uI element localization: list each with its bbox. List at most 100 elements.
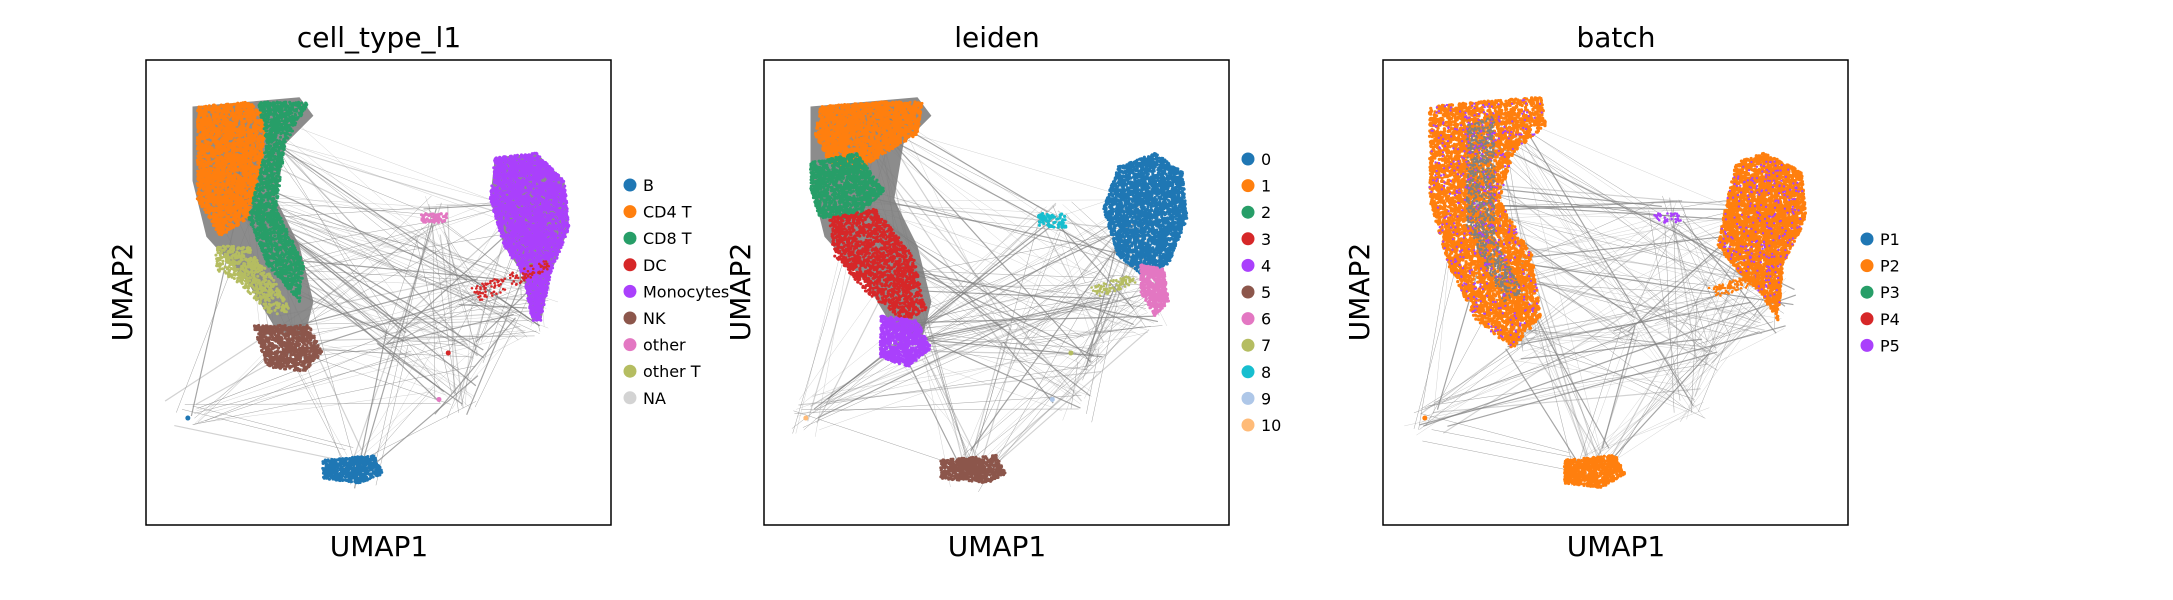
legend-marker	[1241, 205, 1255, 219]
cluster-points	[1428, 98, 1543, 346]
legend-item: P5	[1860, 336, 1900, 355]
legend-label: NK	[643, 309, 666, 328]
scatter-area	[791, 97, 1189, 493]
legend-marker	[623, 284, 637, 298]
legend-item: CD8 T	[623, 229, 692, 248]
legend-label: 6	[1261, 310, 1271, 329]
legend-item: CD4 T	[623, 203, 692, 222]
legend-marker	[1860, 285, 1874, 299]
legend: B CD4 T CD8 T DC Monocytes NK other other T NA	[623, 176, 729, 408]
cluster-points	[1719, 160, 1804, 304]
panel-title: leiden	[954, 21, 1040, 54]
cluster-points	[488, 151, 571, 322]
panel-title: batch	[1576, 21, 1655, 54]
cluster-points	[419, 212, 449, 224]
legend-label: other T	[643, 362, 701, 381]
panel-title: cell_type_l1	[297, 21, 461, 54]
x-axis-label: UMAP1	[330, 530, 429, 563]
legend-marker	[1241, 152, 1255, 166]
legend-label: 1	[1261, 177, 1271, 196]
legend-label: 5	[1261, 283, 1271, 302]
panel-batch: batch UMAP1 UMAP2 P1 P2 P3 P4 P5	[1343, 21, 1900, 563]
legend-item: other	[623, 336, 686, 355]
legend-marker	[1241, 312, 1255, 326]
legend-item: 1	[1241, 177, 1271, 196]
legend-label: P2	[1880, 257, 1900, 276]
cluster-points	[247, 100, 309, 303]
legend-item: P4	[1860, 310, 1900, 329]
panel-cell-type: cell_type_l1 UMAP1 UMAP2 B CD4 T CD8 T DC Mo…	[106, 21, 729, 563]
legend-item: other T	[623, 362, 701, 381]
y-axis-label: UMAP2	[106, 243, 139, 342]
y-axis-label: UMAP2	[724, 243, 757, 342]
cluster-points	[809, 152, 885, 220]
plot-frame	[145, 59, 612, 526]
legend-label: Monocytes	[643, 282, 729, 301]
cluster-points	[1139, 263, 1170, 317]
legend-marker	[1860, 338, 1874, 352]
legend-marker	[623, 205, 637, 219]
legend-item: NK	[623, 309, 666, 328]
cluster-points	[1102, 152, 1189, 275]
cluster-points	[814, 100, 924, 173]
legend-item: 10	[1241, 416, 1281, 435]
legend-label: DC	[643, 256, 667, 275]
legend-label: CD4 T	[643, 203, 692, 222]
cluster-points	[939, 453, 1007, 484]
legend-label: 7	[1261, 336, 1271, 355]
legend-marker	[1241, 258, 1255, 272]
legend-item: 7	[1241, 336, 1271, 355]
plot-frame	[763, 59, 1230, 526]
legend: 0 1 2 3 4 5 6 7 8 9 10	[1241, 150, 1281, 435]
legend-item: 0	[1241, 150, 1271, 169]
legend-item: 4	[1241, 256, 1271, 275]
cluster-points	[828, 207, 928, 321]
legend-item: 9	[1241, 389, 1271, 408]
cluster-points	[1707, 274, 1760, 297]
legend-marker	[1241, 418, 1255, 432]
cluster-points	[252, 323, 324, 373]
legend-marker	[623, 311, 637, 325]
legend-label: P4	[1880, 310, 1900, 329]
legend-item: Monocytes	[623, 282, 729, 301]
legend-label: 3	[1261, 230, 1271, 249]
legend-label: 4	[1261, 256, 1271, 275]
legend-label: NA	[643, 389, 666, 408]
legend-label: CD8 T	[643, 229, 692, 248]
legend-item: P3	[1860, 283, 1900, 302]
legend-label: P5	[1880, 336, 1900, 355]
cluster-points	[878, 314, 932, 368]
legend-item: B	[623, 176, 654, 195]
legend-label: 0	[1261, 150, 1271, 169]
y-axis-label: UMAP2	[1343, 243, 1376, 342]
legend-marker	[623, 178, 637, 192]
legend-item: 3	[1241, 230, 1271, 249]
panel-leiden: leiden UMAP1 UMAP2 0 1 2 3 4 5 6 7 8 9 10	[724, 21, 1281, 563]
legend-item: NA	[623, 389, 666, 408]
cluster-points	[1716, 151, 1807, 322]
legend: P1 P2 P3 P4 P5	[1860, 230, 1900, 355]
legend-marker	[1860, 232, 1874, 246]
cluster-points	[1090, 275, 1137, 297]
legend-item: DC	[623, 256, 667, 275]
legend-item: P1	[1860, 230, 1900, 249]
legend-marker	[1241, 391, 1255, 405]
x-axis-label: UMAP1	[1567, 530, 1666, 563]
legend-marker	[1241, 179, 1255, 193]
x-axis-label: UMAP1	[948, 530, 1047, 563]
legend-marker	[623, 258, 637, 272]
legend-label: other	[643, 336, 686, 355]
plot-frame	[1382, 59, 1849, 526]
cluster-points	[214, 244, 290, 316]
legend-label: P3	[1880, 283, 1900, 302]
legend-item: 5	[1241, 283, 1271, 302]
cluster-points	[321, 454, 384, 485]
legend-marker	[1241, 232, 1255, 246]
legend-marker	[1241, 285, 1255, 299]
legend-marker	[623, 231, 637, 245]
legend-marker	[1241, 365, 1255, 379]
legend-item: P2	[1860, 257, 1900, 276]
scatter-area	[1404, 96, 1807, 489]
legend-item: 6	[1241, 310, 1271, 329]
scatter-area	[164, 97, 571, 489]
